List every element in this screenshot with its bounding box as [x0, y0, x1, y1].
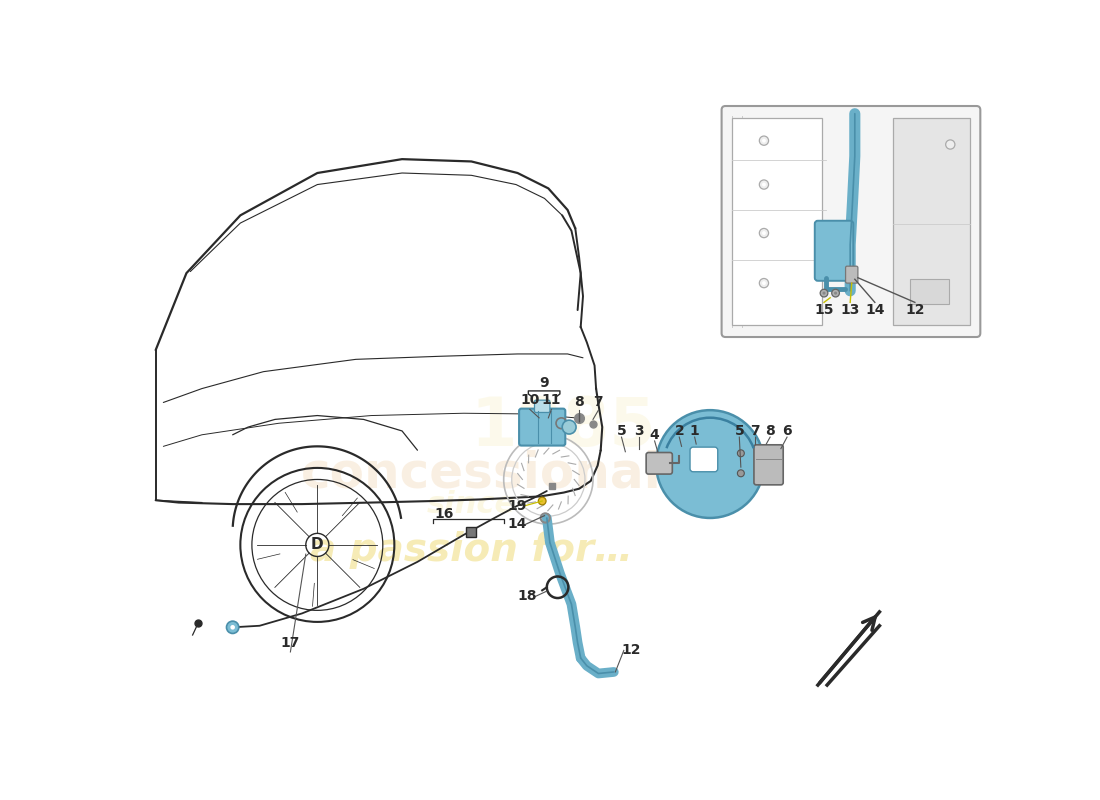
Text: 9: 9	[540, 376, 549, 390]
Text: 14: 14	[508, 517, 527, 531]
Circle shape	[832, 290, 839, 297]
FancyBboxPatch shape	[690, 447, 717, 472]
Text: 7: 7	[594, 395, 603, 410]
Circle shape	[656, 410, 763, 518]
Circle shape	[762, 138, 766, 142]
Circle shape	[759, 229, 769, 238]
Text: since: since	[427, 490, 516, 518]
Text: 12: 12	[621, 643, 640, 658]
Text: 1: 1	[690, 424, 700, 438]
Text: 2: 2	[674, 424, 684, 438]
Text: 8: 8	[574, 395, 584, 410]
Bar	[732, 118, 823, 326]
Circle shape	[762, 182, 766, 186]
Circle shape	[562, 420, 576, 434]
Text: 12: 12	[905, 303, 925, 317]
Circle shape	[762, 281, 766, 285]
FancyBboxPatch shape	[754, 445, 783, 485]
FancyBboxPatch shape	[535, 400, 550, 413]
Text: 14: 14	[865, 303, 884, 317]
Bar	[893, 118, 970, 326]
Text: 8: 8	[766, 424, 775, 438]
Text: 16: 16	[434, 507, 454, 521]
Text: 10: 10	[520, 393, 540, 407]
Text: 3: 3	[635, 424, 643, 438]
Text: 4: 4	[650, 428, 660, 442]
Text: 15: 15	[814, 303, 834, 317]
Circle shape	[834, 291, 837, 294]
Circle shape	[821, 290, 828, 297]
Circle shape	[538, 497, 546, 505]
Text: 7: 7	[750, 424, 759, 438]
Text: a passion for…: a passion for…	[310, 531, 632, 570]
Circle shape	[759, 180, 769, 189]
Circle shape	[823, 291, 825, 294]
Circle shape	[737, 450, 745, 457]
Circle shape	[737, 470, 745, 477]
Text: 5: 5	[735, 424, 745, 438]
FancyBboxPatch shape	[646, 453, 672, 474]
Text: D: D	[311, 538, 323, 553]
Circle shape	[230, 625, 235, 630]
Text: 6: 6	[782, 424, 792, 438]
Circle shape	[946, 140, 955, 149]
Text: 18: 18	[517, 590, 537, 603]
Circle shape	[759, 278, 769, 288]
Text: concessionaires: concessionaires	[300, 450, 750, 498]
Text: 19: 19	[508, 498, 527, 513]
Circle shape	[762, 231, 766, 235]
Text: 17: 17	[280, 636, 300, 650]
Circle shape	[227, 621, 239, 634]
Circle shape	[759, 136, 769, 146]
FancyBboxPatch shape	[846, 266, 858, 283]
Text: 13: 13	[840, 303, 860, 317]
FancyBboxPatch shape	[519, 409, 565, 446]
Text: 5: 5	[617, 424, 626, 438]
Text: 1985: 1985	[471, 394, 657, 460]
Bar	[911, 279, 948, 304]
Text: 11: 11	[541, 393, 561, 407]
FancyBboxPatch shape	[815, 221, 854, 281]
FancyBboxPatch shape	[722, 106, 980, 337]
